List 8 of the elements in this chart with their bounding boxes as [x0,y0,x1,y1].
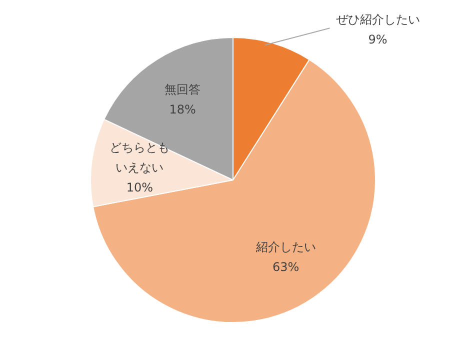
data-label: 10% [126,180,154,194]
data-label: 9% [368,32,388,46]
slice-label: ぜひ紹介したい [336,12,420,26]
slice-label: 紹介したい [254,240,316,254]
slice-label: どちらともいえない [110,140,170,174]
data-label: 63% [272,260,300,274]
slice-label: 無回答 [164,82,201,97]
data-label: 18% [169,102,196,117]
